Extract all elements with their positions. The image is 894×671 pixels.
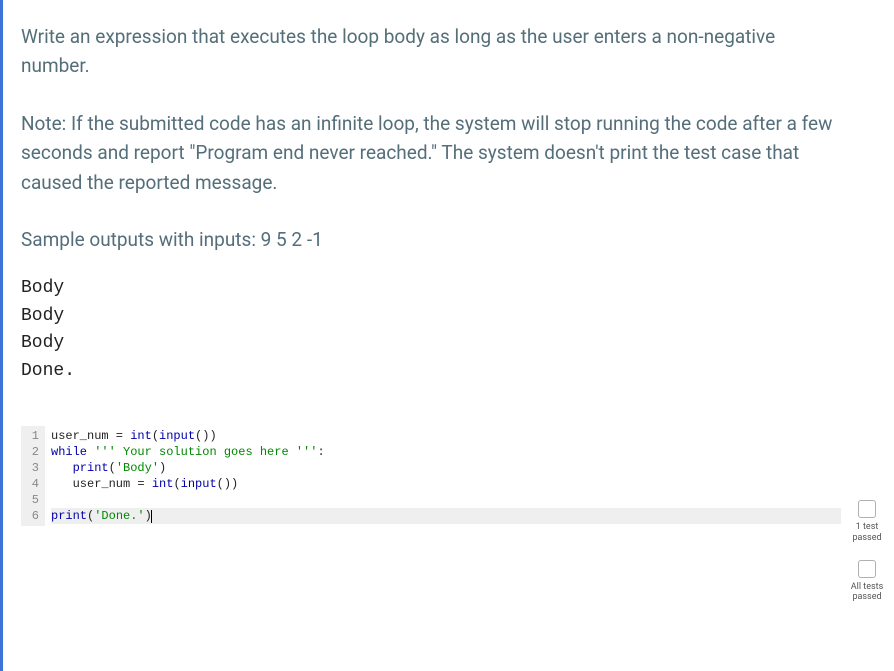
code-line[interactable]: while ''' Your solution goes here ''': xyxy=(51,444,841,460)
code-token: print xyxy=(73,461,109,475)
line-number: 5 xyxy=(29,492,39,508)
prompt-paragraph-2: Note: If the submitted code has an infin… xyxy=(21,109,841,197)
code-token: input xyxy=(159,429,195,443)
code-token: ( xyxy=(152,429,159,443)
line-number: 6 xyxy=(29,508,39,524)
prompt-paragraph-1: Write an expression that executes the lo… xyxy=(21,22,841,81)
line-number: 1 xyxy=(29,428,39,444)
code-token: 'Body' xyxy=(116,461,159,475)
prompt-text: Write an expression that executes the lo… xyxy=(21,0,841,275)
test-status-column: 1 testpassed All testspassed xyxy=(846,500,888,619)
code-line[interactable]: print('Body') xyxy=(51,460,841,476)
prompt-paragraph-3: Sample outputs with inputs: 9 5 2 -1 xyxy=(21,225,841,254)
status-label-all-tests: All testspassed xyxy=(846,582,888,604)
code-token: input xyxy=(181,477,217,491)
checkbox-icon xyxy=(858,500,876,518)
code-token: user_num = xyxy=(51,429,130,443)
code-token: ( xyxy=(173,477,180,491)
code-token: 'Done.' xyxy=(94,509,144,523)
line-number: 4 xyxy=(29,476,39,492)
code-token: user_num = xyxy=(51,477,152,491)
code-token: print xyxy=(51,509,87,523)
status-item-all-tests: All testspassed xyxy=(846,560,888,604)
code-line[interactable] xyxy=(51,492,841,508)
code-token: ()) xyxy=(217,477,239,491)
line-number: 2 xyxy=(29,444,39,460)
text-cursor xyxy=(151,510,152,523)
code-token: ''' Your solution goes here ''' xyxy=(94,445,317,459)
code-token: int xyxy=(130,429,152,443)
code-token: ( xyxy=(109,461,116,475)
status-label-one-test: 1 testpassed xyxy=(846,522,888,544)
code-token: ) xyxy=(159,461,166,475)
code-token: : xyxy=(317,445,324,459)
line-number: 3 xyxy=(29,460,39,476)
exercise-container: Write an expression that executes the lo… xyxy=(0,0,894,671)
code-token: ()) xyxy=(195,429,217,443)
code-editor[interactable]: 123456 user_num = int(input())while ''' … xyxy=(21,426,841,526)
code-token: while xyxy=(51,445,94,459)
code-gutter: 123456 xyxy=(21,426,45,526)
checkbox-icon xyxy=(858,560,876,578)
status-item-one-test: 1 testpassed xyxy=(846,500,888,544)
code-line[interactable]: user_num = int(input()) xyxy=(51,428,841,444)
code-line[interactable]: user_num = int(input()) xyxy=(51,476,841,492)
code-line[interactable]: print('Done.') xyxy=(51,508,841,524)
sample-output: Body Body Body Done. xyxy=(21,275,876,387)
code-lines[interactable]: user_num = int(input())while ''' Your so… xyxy=(45,426,841,526)
code-token: int xyxy=(152,477,174,491)
code-token xyxy=(51,461,73,475)
